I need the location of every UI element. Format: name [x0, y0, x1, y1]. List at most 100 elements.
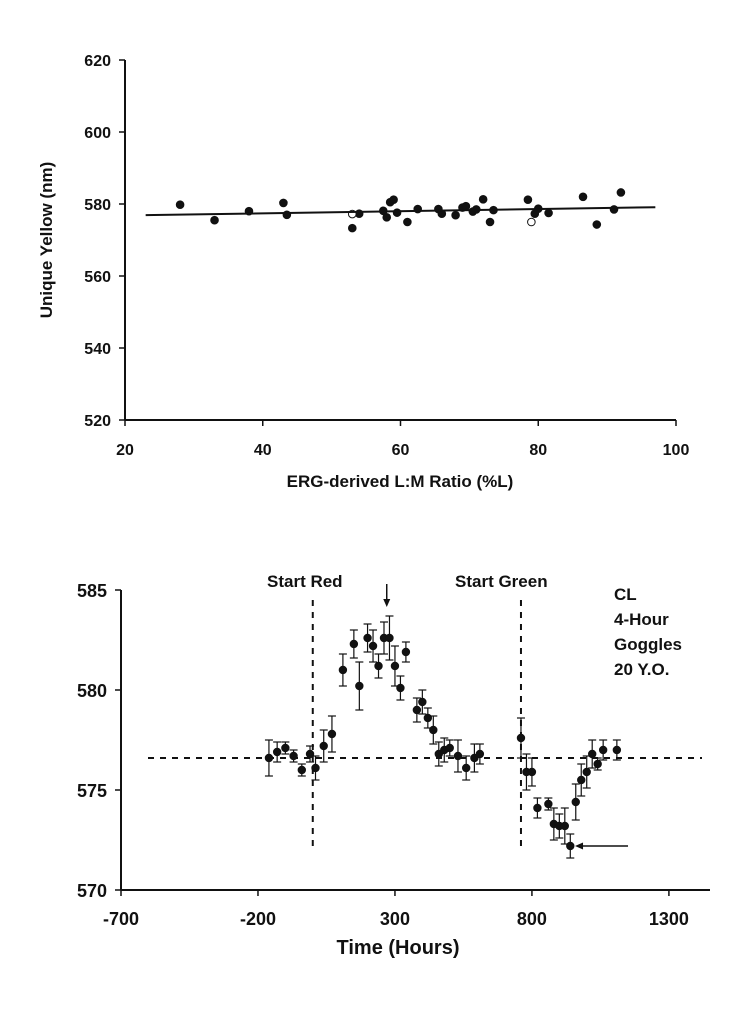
- top-point: [279, 198, 288, 208]
- bottom-point: [396, 683, 405, 693]
- top-x-tick-label: 60: [392, 442, 410, 459]
- top-point: [451, 210, 460, 220]
- bottom-point-group: [374, 653, 383, 679]
- bottom-point: [374, 661, 383, 671]
- bottom-point-group: [401, 641, 411, 663]
- bottom-point: [582, 767, 591, 777]
- top-point: [485, 217, 495, 227]
- start-red-annotation: Start Red: [267, 572, 343, 591]
- bottom-point: [527, 767, 537, 777]
- bottom-point-group: [527, 757, 537, 787]
- bottom-point: [264, 753, 274, 763]
- bottom-point-group: [423, 707, 433, 729]
- bottom-point-group: [453, 739, 463, 773]
- bottom-point-group: [368, 629, 378, 663]
- bottom-point-group: [475, 743, 485, 765]
- top-x-tick-label: 40: [254, 442, 272, 459]
- bottom-point: [349, 639, 359, 649]
- bottom-point-group: [297, 763, 307, 777]
- bottom-point-group: [582, 755, 591, 789]
- top-point: [382, 213, 392, 222]
- bottom-point: [475, 749, 485, 759]
- bottom-point-group: [593, 757, 602, 771]
- bottom-point: [401, 647, 411, 657]
- info-line-1: CL: [614, 585, 637, 604]
- bottom-x-tick-label: 800: [517, 909, 547, 929]
- bottom-point-group: [390, 645, 400, 687]
- top-fit-line: [145, 206, 656, 217]
- bottom-point: [390, 661, 400, 671]
- top-x-axis-label: ERG-derived L:M Ratio (%L): [287, 472, 514, 491]
- bottom-point-group: [355, 661, 364, 711]
- bottom-point: [612, 745, 622, 755]
- top-point: [578, 192, 588, 202]
- left-arrow-icon: [575, 842, 629, 850]
- bottom-point: [327, 729, 337, 739]
- bottom-point: [363, 633, 372, 643]
- bottom-point: [281, 743, 290, 753]
- bottom-point-group: [385, 615, 394, 661]
- bottom-point-group: [461, 755, 471, 781]
- bottom-point: [598, 745, 608, 755]
- bottom-point: [319, 741, 328, 751]
- top-x-tick-label: 100: [663, 442, 690, 459]
- bottom-point-group: [418, 689, 427, 715]
- bottom-point-group: [327, 715, 337, 753]
- bottom-y-tick-label: 575: [77, 781, 107, 801]
- down-arrow-icon: [383, 584, 391, 607]
- bottom-point: [355, 681, 364, 691]
- bottom-point: [412, 705, 422, 715]
- bottom-point: [593, 759, 602, 769]
- bottom-x-tick-label: -200: [240, 909, 276, 929]
- bottom-x-axis-label: Time (Hours): [337, 937, 460, 959]
- bottom-points: [264, 615, 622, 859]
- bottom-y-tick-label: 570: [77, 881, 107, 901]
- top-x-tick-label: 80: [529, 442, 547, 459]
- bottom-x-tick-label: 300: [380, 909, 410, 929]
- bottom-point-group: [338, 653, 348, 687]
- bottom-point-group: [363, 623, 372, 653]
- bottom-point: [560, 821, 570, 831]
- top-point: [544, 208, 553, 218]
- top-point: [392, 208, 402, 217]
- top-y-axis-label: Unique Yellow (nm): [37, 162, 56, 318]
- bottom-point: [577, 775, 586, 785]
- bottom-point-group: [311, 755, 320, 781]
- top-point: [461, 201, 471, 211]
- top-point: [347, 223, 357, 233]
- top-point: [389, 195, 398, 204]
- bottom-point-group: [566, 833, 575, 859]
- bottom-point-group: [264, 739, 274, 777]
- top-y-tick-label: 540: [84, 341, 111, 358]
- bottom-point: [516, 733, 526, 743]
- bottom-point: [368, 641, 378, 651]
- bottom-point: [297, 765, 307, 775]
- bottom-point-group: [533, 797, 542, 819]
- info-line-2: 4-Hour: [614, 610, 669, 629]
- info-line-4: 20 Y.O.: [614, 660, 669, 679]
- bottom-y-tick-label: 580: [77, 681, 107, 701]
- bottom-point-group: [272, 741, 282, 763]
- top-point: [592, 220, 602, 229]
- bottom-x-tick-label: -700: [103, 909, 139, 929]
- bottom-point: [418, 697, 427, 707]
- bottom-point: [566, 841, 575, 851]
- bottom-chart: -700 -200 300 800 1300 570 575 580 585 Start Red…: [77, 572, 710, 959]
- top-open-point: [527, 217, 536, 227]
- top-y-tick-label: 600: [84, 125, 111, 142]
- bottom-x-tick-label: 1300: [649, 909, 689, 929]
- bottom-point-group: [281, 741, 290, 755]
- top-point: [616, 188, 626, 197]
- bottom-point-group: [598, 739, 608, 761]
- top-x-tick-label: 20: [116, 442, 134, 459]
- bottom-y-tick-label: 585: [77, 581, 107, 601]
- bottom-point: [571, 797, 580, 807]
- top-point: [403, 217, 412, 227]
- bottom-point: [385, 633, 394, 643]
- bottom-point: [311, 763, 320, 773]
- bottom-point: [289, 751, 298, 761]
- top-y-tick-label: 560: [84, 269, 111, 286]
- top-point: [523, 195, 533, 204]
- bottom-point: [305, 749, 315, 759]
